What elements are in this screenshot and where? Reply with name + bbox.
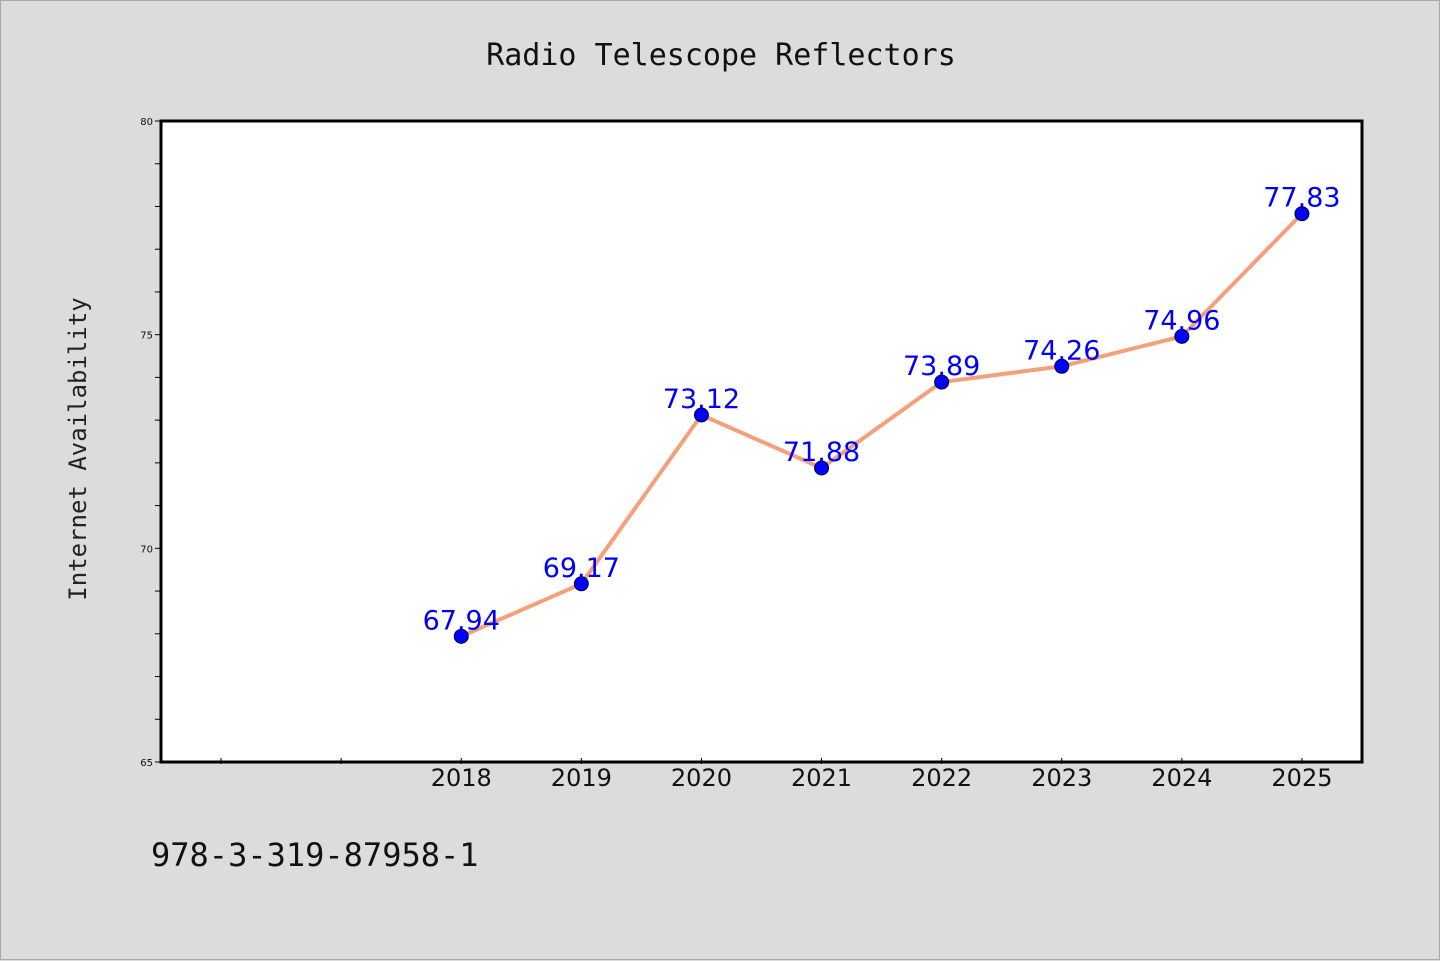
data-label: 74.96 bbox=[1143, 305, 1220, 336]
data-point bbox=[1174, 328, 1190, 344]
y-tick-label: 80 bbox=[140, 117, 153, 128]
data-label: 71.88 bbox=[783, 437, 860, 468]
y-tick-label: 70 bbox=[140, 544, 153, 555]
y-tick-label: 65 bbox=[140, 758, 153, 769]
data-point bbox=[814, 460, 830, 476]
x-tick-label: 2019 bbox=[551, 764, 612, 792]
data-label: 67.94 bbox=[423, 605, 500, 636]
data-point bbox=[1054, 358, 1070, 374]
data-point bbox=[693, 407, 709, 423]
series-line-group bbox=[460, 212, 1304, 639]
data-point bbox=[453, 628, 469, 644]
y-axis: 65 70 75 80 bbox=[140, 117, 161, 769]
isbn-text: 978-3-319-87958-1 bbox=[151, 836, 479, 874]
y-tick-label: 75 bbox=[140, 331, 153, 342]
data-point bbox=[573, 576, 589, 592]
series-line bbox=[460, 212, 1304, 639]
x-tick-label: 2025 bbox=[1271, 764, 1332, 792]
x-tick-label: 2022 bbox=[911, 764, 972, 792]
x-tick-label: 2024 bbox=[1151, 764, 1212, 792]
data-point bbox=[1294, 206, 1310, 222]
data-label: 73.89 bbox=[903, 351, 980, 382]
data-point bbox=[934, 374, 950, 390]
data-labels-group: 67.94 69.17 73.12 71.88 73.89 74.26 74.96 77.83 bbox=[423, 183, 1341, 637]
markers-group bbox=[453, 206, 1310, 644]
chart-title: Radio Telescope Reflectors bbox=[486, 38, 956, 73]
data-label: 73.12 bbox=[663, 384, 740, 415]
data-label: 69.17 bbox=[543, 553, 620, 584]
x-tick-label: 2018 bbox=[431, 764, 492, 792]
y-axis-label: Internet Availability bbox=[64, 297, 92, 600]
data-label: 77.83 bbox=[1263, 183, 1340, 214]
x-tick-label: 2020 bbox=[671, 764, 732, 792]
data-label: 74.26 bbox=[1023, 335, 1100, 366]
x-tick-label: 2021 bbox=[791, 764, 852, 792]
x-tick-label: 2023 bbox=[1031, 764, 1092, 792]
x-axis: 2018 2019 2020 2021 2022 2023 2024 2025 bbox=[220, 758, 1332, 792]
